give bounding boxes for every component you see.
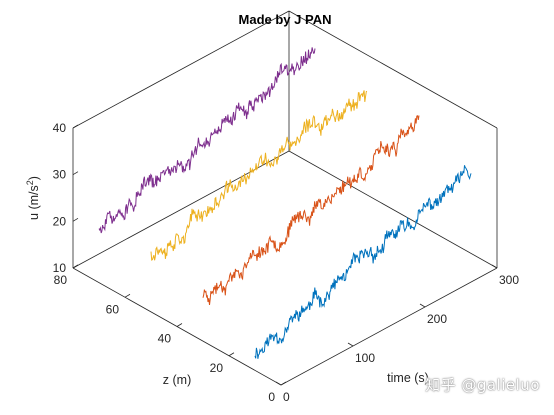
y-tick-mark	[280, 381, 287, 386]
z-tick-mark	[72, 264, 79, 269]
z-tick-label: 10	[53, 261, 67, 275]
z-tick-label: 30	[53, 168, 67, 182]
y-axis-label: z (m)	[163, 373, 191, 387]
x-axis-label: time (s)	[387, 371, 429, 385]
y-tick-label: 20	[210, 361, 224, 375]
x-tick-label: 200	[427, 312, 447, 326]
y-tick-mark	[228, 352, 235, 357]
box-edge	[288, 150, 498, 269]
box-edge	[288, 10, 498, 129]
x-tick-mark	[347, 342, 354, 347]
z-tick-mark	[72, 171, 79, 176]
chart-title: Made by J PAN	[239, 12, 332, 27]
x-tick-mark	[275, 381, 282, 386]
x-tick-mark	[491, 264, 498, 269]
y-tick-label: 40	[158, 332, 172, 346]
watermark: 知乎 @galieluo	[425, 376, 540, 394]
x-axis-line	[280, 267, 498, 386]
y-tick-mark	[124, 293, 131, 298]
x-tick-mark	[419, 303, 426, 308]
y-tick-label: 80	[54, 273, 68, 287]
x-tick-label: 100	[355, 351, 375, 365]
x-tick-label: 300	[499, 273, 519, 287]
x-tick-label: 0	[283, 390, 290, 404]
y-tick-label: 60	[106, 302, 120, 316]
y-tick-mark	[176, 323, 183, 327]
z-axis-label: u (m/s2)	[25, 176, 41, 220]
series-line-0	[254, 165, 472, 359]
series-line-1	[202, 115, 420, 305]
series-group	[98, 47, 472, 359]
z-tick-mark	[72, 217, 79, 222]
z-tick-label: 20	[53, 214, 67, 228]
box-edge	[72, 10, 290, 129]
z-tick-label: 40	[53, 121, 67, 135]
series-line-2	[150, 90, 368, 261]
series-line-3	[98, 47, 316, 234]
y-tick-label: 0	[268, 390, 275, 404]
z-tick-mark	[72, 124, 79, 129]
